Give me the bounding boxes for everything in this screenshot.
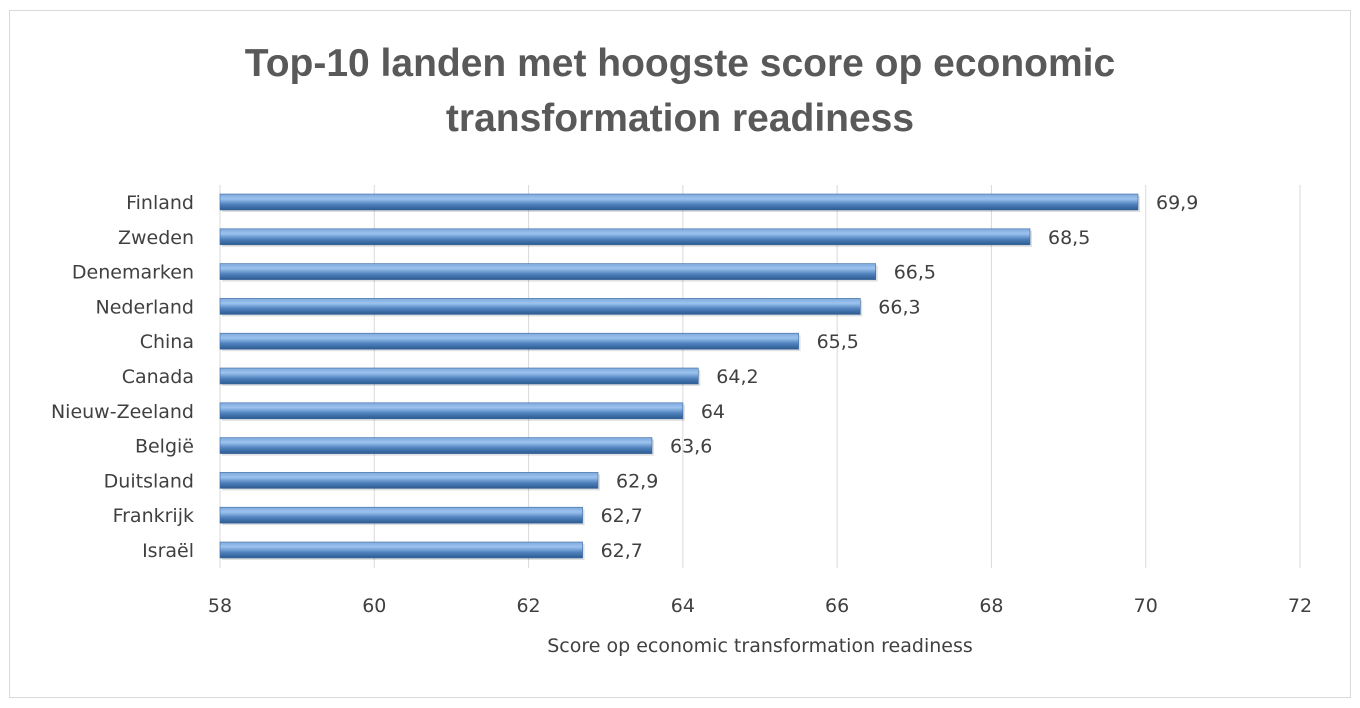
category-label: China bbox=[140, 331, 194, 353]
bar bbox=[219, 332, 799, 350]
x-tick-label: 66 bbox=[825, 595, 849, 617]
data-label: 63,6 bbox=[670, 436, 712, 458]
data-label: 62,9 bbox=[616, 470, 658, 492]
chart-title-line-2: transformation readiness bbox=[445, 97, 915, 140]
bar bbox=[219, 402, 684, 420]
data-label: 62,7 bbox=[601, 540, 643, 562]
x-tick-label: 60 bbox=[362, 595, 386, 617]
data-label: 64,2 bbox=[716, 366, 758, 388]
x-tick-label: 62 bbox=[516, 595, 540, 617]
bar bbox=[219, 541, 583, 559]
data-label: 69,9 bbox=[1156, 192, 1198, 214]
bar bbox=[219, 472, 599, 489]
data-label: 66,5 bbox=[894, 262, 936, 284]
category-label: Zweden bbox=[118, 227, 194, 249]
category-label: Finland bbox=[126, 192, 194, 214]
category-label: Denemarken bbox=[72, 262, 194, 284]
bar bbox=[219, 298, 861, 315]
bar bbox=[219, 263, 877, 280]
category-label: Israël bbox=[142, 540, 194, 562]
x-axis-label: Score op economic transformation readine… bbox=[547, 635, 973, 657]
x-tick-label: 68 bbox=[979, 595, 1003, 617]
category-label: Nederland bbox=[96, 296, 195, 318]
bar bbox=[219, 506, 583, 524]
category-label: Nieuw-Zeeland bbox=[51, 401, 194, 423]
x-tick-label: 58 bbox=[208, 595, 232, 617]
x-tick-label: 72 bbox=[1288, 595, 1312, 617]
data-label: 66,3 bbox=[878, 296, 920, 318]
data-label: 62,7 bbox=[601, 505, 643, 527]
bar bbox=[219, 367, 699, 385]
x-tick-label: 70 bbox=[1134, 595, 1158, 617]
category-label: België bbox=[135, 436, 194, 458]
bar bbox=[219, 437, 653, 454]
data-label: 68,5 bbox=[1048, 227, 1090, 249]
category-label: Canada bbox=[122, 366, 194, 388]
chart-title: Top-10 landen met hoogste score op econo… bbox=[0, 36, 1360, 146]
bar bbox=[219, 193, 1139, 211]
x-tick-label: 64 bbox=[671, 595, 695, 617]
chart-frame bbox=[9, 10, 1351, 698]
chart-title-line-1: Top-10 landen met hoogste score op econo… bbox=[244, 42, 1116, 85]
category-label: Duitsland bbox=[104, 470, 194, 492]
bar bbox=[219, 228, 1031, 246]
category-label: Frankrijk bbox=[113, 505, 194, 527]
data-label: 64 bbox=[701, 401, 725, 423]
data-label: 65,5 bbox=[817, 331, 859, 353]
